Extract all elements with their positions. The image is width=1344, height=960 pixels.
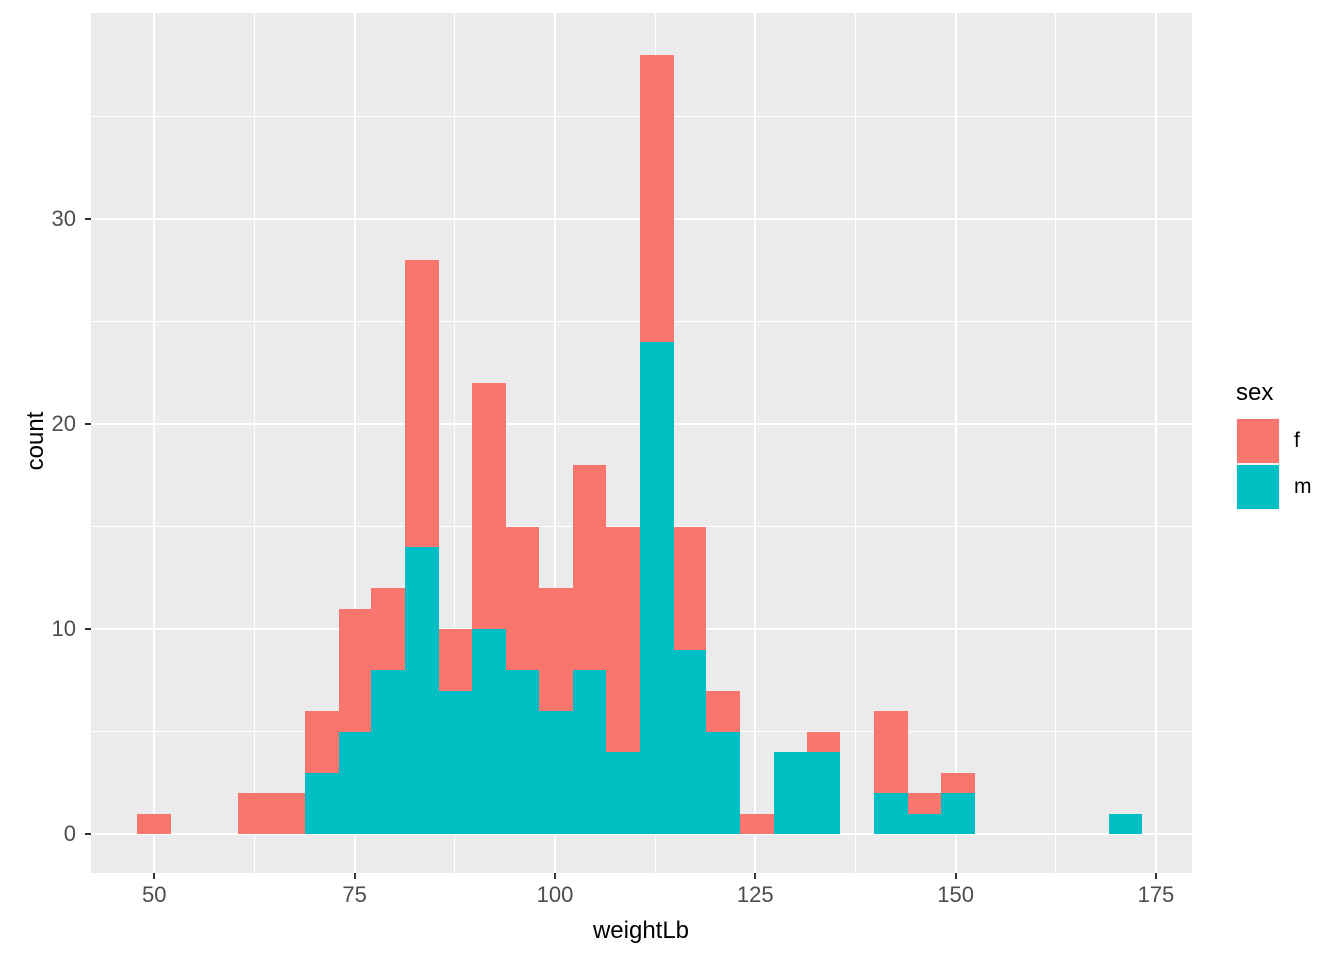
- x-tick-mark: [1154, 873, 1157, 879]
- bar-segment-f: [538, 588, 573, 712]
- legend-swatch-f: [1237, 419, 1279, 463]
- y-tick-label: 0: [63, 821, 76, 847]
- y-tick-label: 30: [51, 206, 76, 232]
- bar-segment-m: [673, 649, 707, 835]
- bar-segment-f: [706, 690, 741, 732]
- bar-segment-m: [506, 670, 539, 835]
- x-tick-mark: [754, 873, 757, 879]
- x-tick-mark: [353, 873, 356, 879]
- bar-segment-f: [606, 526, 640, 753]
- plot-panel: [91, 13, 1192, 873]
- x-tick-label: 50: [142, 882, 167, 907]
- bar-segment-f: [873, 711, 908, 794]
- y-tick-mark: [85, 218, 91, 221]
- bar-segment-m: [606, 752, 640, 835]
- x-tick-mark: [954, 873, 957, 879]
- bar-segment-f: [907, 793, 942, 814]
- bar-segment-f: [371, 588, 406, 671]
- bar-segment-m: [405, 547, 439, 835]
- gridline: [1055, 13, 1057, 873]
- x-tick-label: 175: [1137, 882, 1175, 907]
- gridline: [253, 13, 255, 873]
- legend-label: m: [1294, 475, 1312, 498]
- bar-segment-f: [673, 526, 707, 650]
- bar-segment-m: [438, 690, 473, 835]
- bar-segment-f: [807, 731, 841, 753]
- bar-segment-m: [941, 793, 975, 835]
- x-tick-label: 75: [342, 882, 367, 907]
- gridline: [153, 13, 156, 873]
- bar-segment-m: [538, 711, 573, 835]
- y-tick-mark: [85, 423, 91, 426]
- y-tick-label: 10: [51, 616, 76, 642]
- bar-segment-m: [1108, 813, 1143, 835]
- bar-segment-f: [405, 260, 439, 548]
- bar-segment-m: [907, 813, 942, 835]
- legend-label: f: [1294, 429, 1300, 452]
- y-axis-title: count: [22, 411, 49, 471]
- bar-segment-m: [773, 752, 808, 835]
- bar-segment-m: [639, 342, 674, 835]
- bar-segment-f: [338, 608, 372, 732]
- y-tick-mark: [85, 628, 91, 631]
- bar-segment-f: [304, 711, 339, 773]
- bar-segment-f: [941, 772, 975, 794]
- bar-segment-f: [572, 465, 607, 671]
- gridline: [954, 13, 957, 873]
- gridline: [1154, 13, 1157, 873]
- x-tick-mark: [153, 873, 156, 879]
- bar-segment-m: [371, 670, 406, 835]
- bar-segment-f: [271, 793, 305, 835]
- legend-title: sex: [1236, 379, 1274, 406]
- gridline: [353, 13, 356, 873]
- x-tick-label: 150: [937, 882, 974, 907]
- x-tick-label: 100: [536, 882, 574, 907]
- bar-segment-m: [807, 752, 841, 835]
- gridline: [454, 13, 456, 873]
- bar-segment-m: [338, 731, 372, 835]
- x-tick-mark: [553, 873, 556, 879]
- gridline: [553, 13, 556, 873]
- gridline: [854, 13, 856, 873]
- gridline: [91, 833, 1192, 836]
- legend-entry-f: f: [1236, 418, 1344, 464]
- bar-segment-m: [472, 629, 507, 835]
- bar-segment-f: [237, 793, 272, 835]
- bar-segment-m: [873, 793, 908, 835]
- y-tick-label: 20: [51, 411, 76, 437]
- legend-key: [1236, 464, 1280, 510]
- bar-segment-m: [572, 670, 607, 835]
- bar-segment-f: [472, 383, 507, 630]
- bar-segment-f: [438, 629, 473, 691]
- bar-segment-f: [740, 813, 774, 835]
- x-tick-label: 125: [736, 882, 774, 907]
- bar-segment-f: [506, 526, 539, 671]
- bar-segment-f: [639, 55, 674, 343]
- bar-segment-m: [706, 731, 741, 835]
- legend-entry-m: m: [1236, 464, 1344, 510]
- bar-segment-f: [137, 813, 172, 835]
- legend-swatch-m: [1237, 465, 1279, 509]
- legend-key: [1236, 418, 1280, 464]
- gridline: [754, 13, 757, 873]
- bar-segment-m: [304, 772, 339, 835]
- y-tick-mark: [85, 833, 91, 836]
- x-axis-title: weightLb: [592, 917, 690, 944]
